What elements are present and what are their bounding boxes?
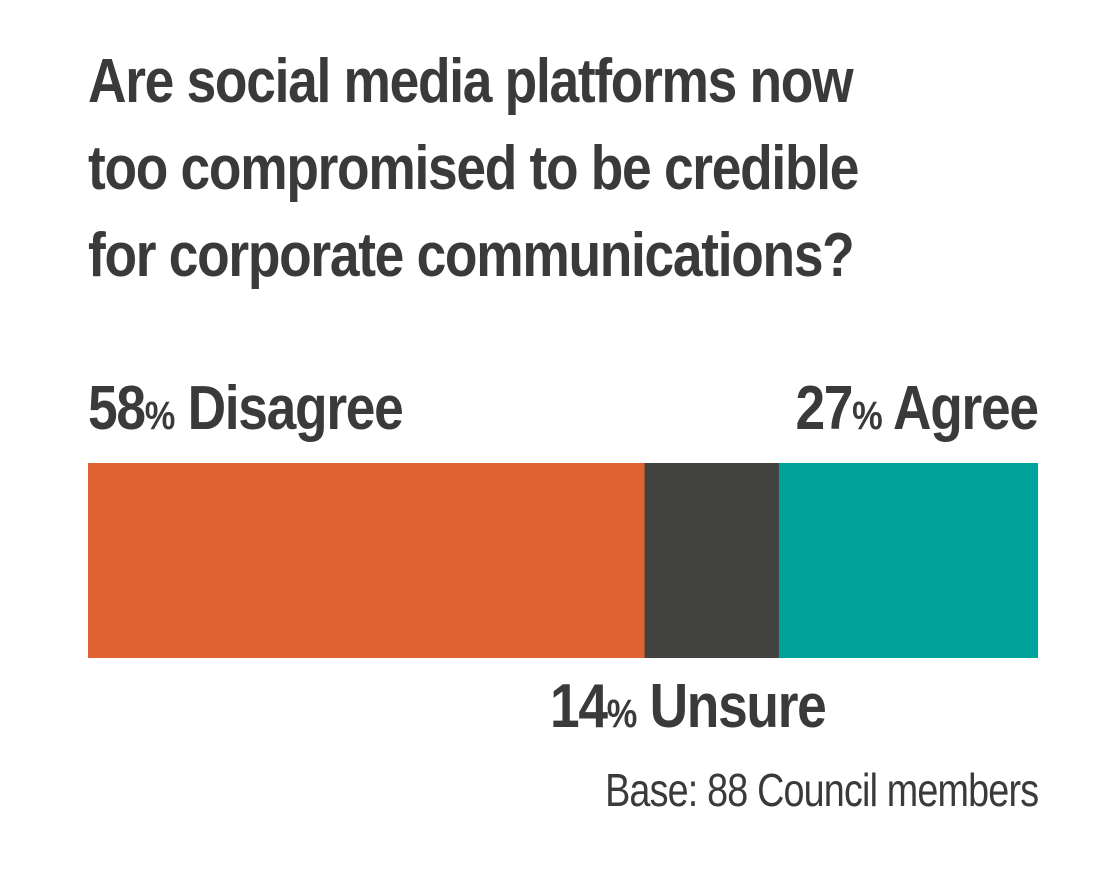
title-line-1: Are social media platforms now bbox=[88, 47, 854, 116]
unsure-pct-sign: % bbox=[606, 692, 638, 736]
disagree-label: Disagree bbox=[187, 374, 404, 443]
unsure-label: Unsure bbox=[649, 672, 827, 741]
agree-data-label: 27% Agree bbox=[796, 378, 1040, 447]
disagree-value: 58 bbox=[88, 374, 146, 443]
bar-segment-disagree bbox=[88, 463, 646, 658]
stacked-bar bbox=[88, 463, 1038, 658]
agree-pct-sign: % bbox=[852, 394, 883, 438]
agree-value: 27 bbox=[795, 374, 854, 443]
bar-segment-agree bbox=[778, 463, 1038, 658]
chart-title: Are social media platforms now too compr… bbox=[88, 38, 914, 299]
bar-segment-unsure bbox=[644, 463, 780, 658]
unsure-data-label: 14% Unsure bbox=[550, 676, 827, 745]
base-note: Base: 88 Council members bbox=[604, 764, 1039, 816]
agree-label: Agree bbox=[893, 374, 1039, 443]
disagree-data-label: 58% Disagree bbox=[88, 378, 404, 447]
disagree-pct-sign: % bbox=[144, 394, 176, 438]
unsure-value: 14 bbox=[550, 672, 608, 741]
title-line-2: too compromised to be credible bbox=[88, 134, 859, 203]
title-line-3: for corporate communications? bbox=[88, 221, 855, 290]
